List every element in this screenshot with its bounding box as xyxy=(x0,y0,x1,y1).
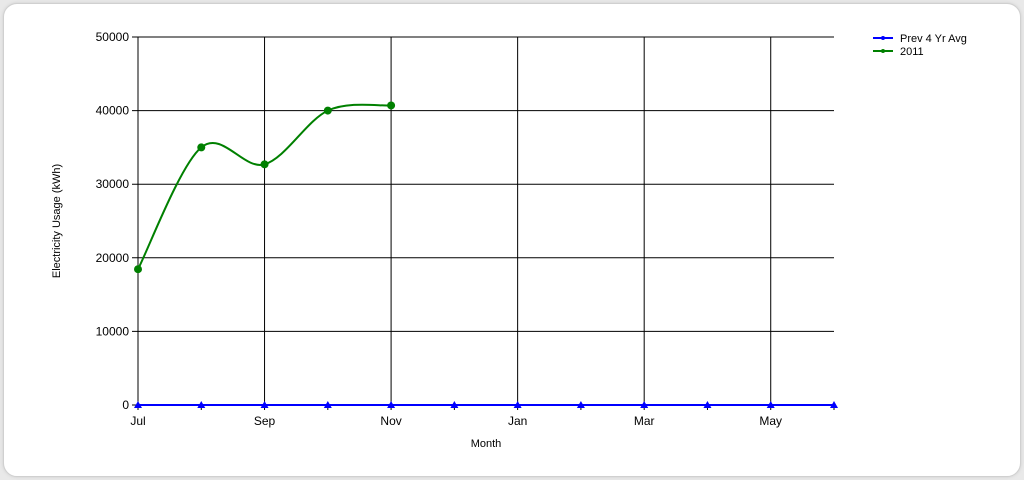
y-axis-label: Electricity Usage (kWh) xyxy=(51,164,63,278)
data-point xyxy=(387,401,396,408)
data-point xyxy=(323,401,332,408)
x-tick-label: Jul xyxy=(130,414,145,428)
data-point xyxy=(703,401,712,408)
data-point xyxy=(640,401,649,408)
data-point xyxy=(576,401,585,408)
data-point xyxy=(197,401,206,408)
chart-card xyxy=(3,3,1021,477)
y-tick-label: 20000 xyxy=(96,251,130,265)
y-tick-label: 0 xyxy=(122,398,129,412)
x-tick-label: Mar xyxy=(634,414,655,428)
data-point xyxy=(387,101,396,110)
data-point xyxy=(450,401,459,408)
y-tick-label: 50000 xyxy=(96,30,130,44)
data-point xyxy=(134,401,142,408)
legend-label: 2011 xyxy=(900,46,924,58)
x-tick-label: Sep xyxy=(254,414,276,428)
data-point xyxy=(766,401,775,408)
data-point xyxy=(197,143,206,152)
x-tick-label: Jan xyxy=(508,414,527,428)
x-tick-label: Nov xyxy=(380,414,401,428)
legend-marker xyxy=(881,49,885,53)
legend-label: Prev 4 Yr Avg xyxy=(900,33,967,45)
x-axis-label: Month xyxy=(471,438,502,450)
y-tick-label: 10000 xyxy=(96,324,130,338)
legend-marker xyxy=(881,36,885,40)
data-point xyxy=(260,401,269,408)
x-tick-label: May xyxy=(759,414,782,428)
data-point xyxy=(134,265,142,274)
data-point xyxy=(323,106,332,115)
data-point xyxy=(830,401,838,408)
data-point xyxy=(513,401,522,408)
y-tick-label: 40000 xyxy=(96,104,130,118)
y-tick-label: 30000 xyxy=(96,177,130,191)
data-point xyxy=(260,160,269,169)
